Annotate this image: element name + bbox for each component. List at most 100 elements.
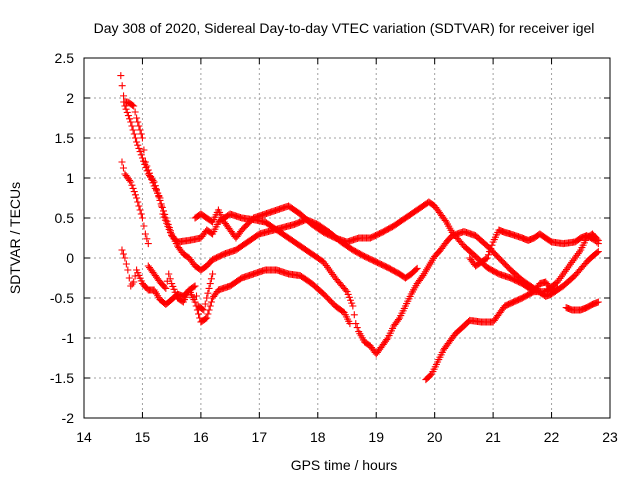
data-point <box>553 284 561 292</box>
data-point <box>119 250 127 258</box>
data-point <box>553 278 561 286</box>
data-point <box>134 141 142 149</box>
data-point <box>137 151 145 159</box>
data-point <box>135 202 143 210</box>
data-point <box>124 266 132 274</box>
data-point <box>201 300 209 308</box>
data-point <box>488 241 496 249</box>
data-point <box>349 302 357 310</box>
data-point <box>145 169 153 177</box>
data-point <box>135 122 143 130</box>
data-point <box>165 270 173 278</box>
data-point <box>122 260 130 268</box>
data-point <box>557 273 565 281</box>
data-point <box>441 216 449 224</box>
y-tick-label: 2.5 <box>55 50 75 66</box>
data-point <box>413 264 421 272</box>
data-point <box>487 244 495 252</box>
data-point <box>141 230 149 238</box>
data-point <box>128 122 136 130</box>
data-point <box>166 275 174 283</box>
data-point <box>166 229 174 237</box>
data-points <box>117 72 602 384</box>
data-point <box>164 222 172 230</box>
data-point <box>573 251 581 259</box>
data-point <box>130 188 138 196</box>
data-point <box>134 118 142 126</box>
data-point <box>157 202 165 210</box>
data-point <box>556 274 564 282</box>
data-point <box>321 260 329 268</box>
data-point <box>191 282 199 290</box>
data-point <box>204 289 212 297</box>
data-point <box>158 203 166 211</box>
data-point <box>138 214 146 222</box>
data-point <box>133 194 141 202</box>
data-point <box>593 249 601 257</box>
data-point <box>140 146 148 154</box>
data-point <box>205 284 213 292</box>
data-point <box>191 298 199 306</box>
data-point <box>350 311 358 319</box>
data-point <box>136 126 144 134</box>
x-tick-label: 14 <box>76 429 92 445</box>
x-tick-label: 16 <box>193 429 209 445</box>
data-point <box>353 324 361 332</box>
series-arc-7 <box>422 278 561 384</box>
data-point <box>120 92 128 100</box>
data-point <box>123 108 131 116</box>
y-tick-label: 0.5 <box>55 210 75 226</box>
data-point <box>418 273 426 281</box>
data-point <box>320 258 328 266</box>
data-point <box>135 144 143 152</box>
data-point <box>566 260 574 268</box>
data-point <box>129 184 137 192</box>
data-point <box>126 176 134 184</box>
data-point <box>129 101 137 109</box>
data-point <box>484 251 492 259</box>
y-axis-title: SDTVAR / TECUs <box>7 182 23 294</box>
x-tick-label: 21 <box>485 429 501 445</box>
data-point <box>322 262 330 270</box>
data-point <box>203 294 211 302</box>
data-point <box>134 198 142 206</box>
data-point <box>140 222 148 230</box>
data-point <box>117 72 125 80</box>
data-point <box>203 314 211 322</box>
data-point <box>131 108 139 116</box>
data-point <box>594 248 602 256</box>
data-point <box>324 263 332 271</box>
data-point <box>482 255 490 263</box>
data-point <box>133 114 141 122</box>
data-point <box>327 269 335 277</box>
data-point <box>127 178 135 186</box>
data-point <box>206 280 214 288</box>
data-point <box>486 248 494 256</box>
data-point <box>165 225 173 233</box>
data-point <box>119 164 127 172</box>
data-point <box>161 216 169 224</box>
x-tick-label: 22 <box>544 429 560 445</box>
y-tick-label: 1.5 <box>55 130 75 146</box>
data-point <box>118 82 126 90</box>
data-point <box>118 158 126 166</box>
plot-frame <box>83 57 611 419</box>
data-point <box>137 130 145 138</box>
x-tick-label: 19 <box>368 429 384 445</box>
data-point <box>412 266 420 274</box>
data-point <box>346 320 354 328</box>
series-arc-5 <box>144 262 217 314</box>
data-point <box>159 207 167 215</box>
data-point <box>591 236 599 244</box>
x-tick-label: 20 <box>427 429 443 445</box>
data-point <box>193 292 201 300</box>
data-point <box>121 254 129 262</box>
chart-title: Day 308 of 2020, Sidereal Day-to-day VTE… <box>94 20 595 36</box>
data-point <box>136 148 144 156</box>
data-point <box>329 270 337 278</box>
data-point <box>138 134 146 142</box>
data-point <box>163 219 171 227</box>
data-point <box>147 172 155 180</box>
y-tick-label: -1 <box>62 330 75 346</box>
